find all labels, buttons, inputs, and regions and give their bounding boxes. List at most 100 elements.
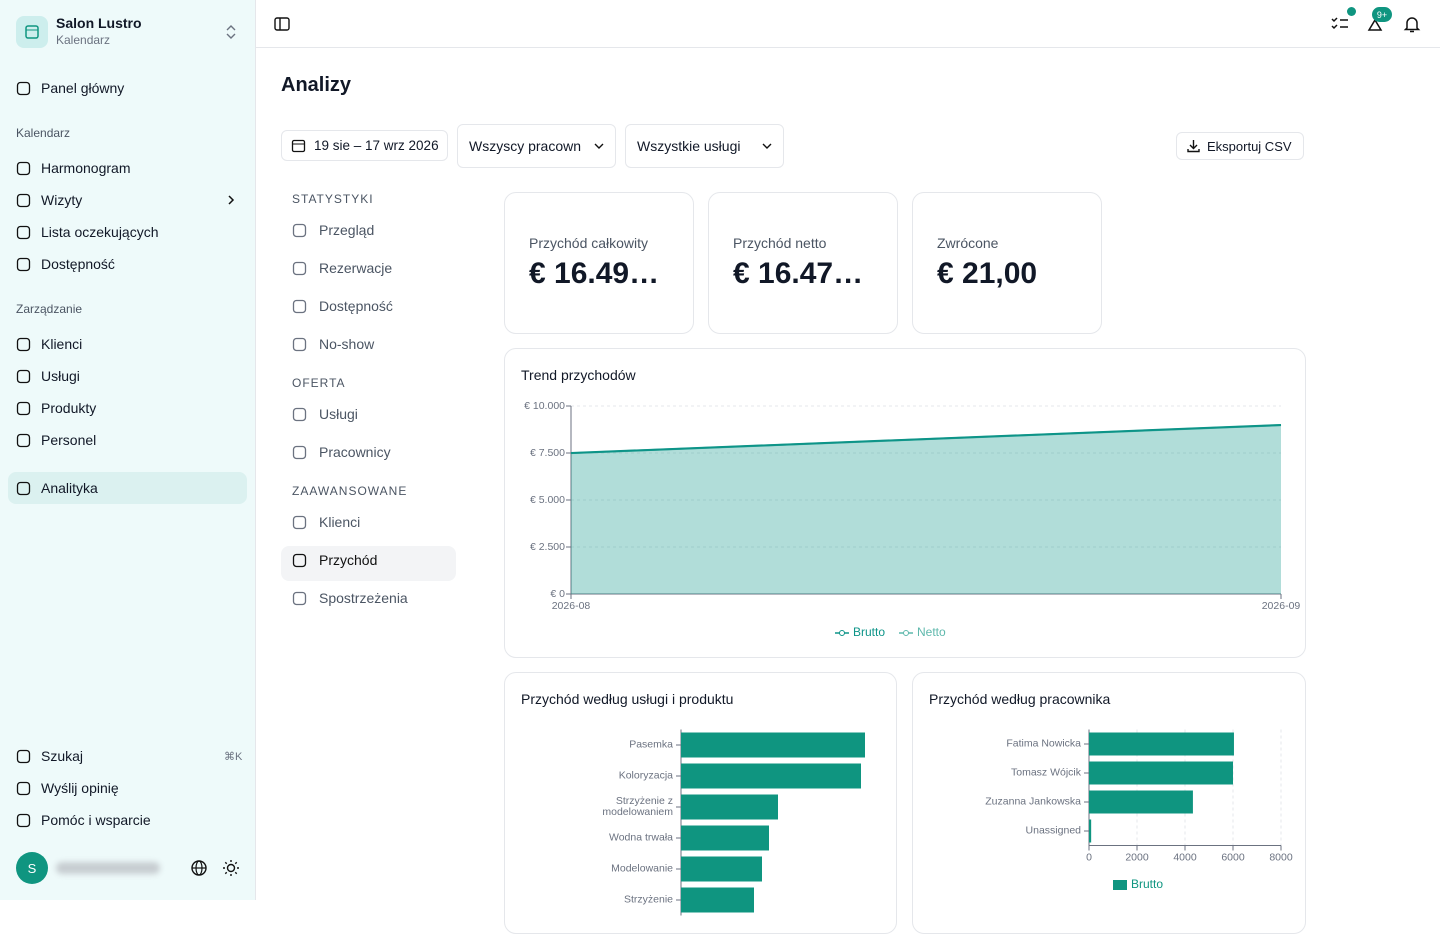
notifications-button[interactable] xyxy=(1402,14,1422,34)
nav-label: Personel xyxy=(41,432,97,448)
nav-item[interactable]: Panel główny xyxy=(16,78,124,98)
nav-section: Zarządzanie xyxy=(16,302,83,316)
org-logo xyxy=(16,16,48,48)
icon-shape xyxy=(292,407,307,421)
icon-shape xyxy=(292,223,307,237)
category-label: Strzyżenie xyxy=(623,893,673,906)
kpi-value: € 16.49… xyxy=(529,257,660,290)
chevron xyxy=(228,195,235,205)
icon xyxy=(16,401,31,415)
legend-label: Brutto xyxy=(853,625,885,639)
chart-card: € 0 € 2.500 € 5.000 € 7.500 € 10.000 2026-08 2… xyxy=(504,348,1306,658)
icon-shape xyxy=(292,591,307,605)
avatar[interactable]: S xyxy=(16,852,48,884)
nav-item[interactable]: Personel xyxy=(16,430,96,450)
x-tick-label: 8000 xyxy=(1269,851,1293,863)
nav-item[interactable]: Analityka xyxy=(16,478,98,498)
nav-item[interactable]: Rezerwacje xyxy=(292,258,392,278)
nav-item[interactable]: Klienci xyxy=(16,334,82,354)
y-tick-label: € 7.500 xyxy=(530,447,565,459)
theme-button[interactable] xyxy=(222,859,240,877)
icon-shape xyxy=(292,515,307,529)
x-tick-label: 2026-08 xyxy=(552,600,591,612)
kpi-card: Przychód całkowity € 16.49… xyxy=(504,192,694,334)
bar xyxy=(681,794,778,820)
icon xyxy=(292,337,307,351)
nav-item[interactable]: No-show xyxy=(292,334,374,354)
service-filter[interactable]: Wszystkie usługi xyxy=(625,124,784,168)
nav-item[interactable]: Klienci xyxy=(292,512,360,532)
nav-item[interactable]: Przegląd xyxy=(292,220,374,240)
nav-item[interactable]: Usługi xyxy=(292,404,358,424)
nav-item[interactable]: Wyślij opinię xyxy=(16,778,119,798)
nav-label: Klienci xyxy=(319,514,361,530)
nav-item[interactable]: Spostrzeżenia xyxy=(292,588,408,608)
service-filter-label: Wszystkie usługi xyxy=(637,138,741,154)
nav-label: Produkty xyxy=(41,400,97,416)
chevron xyxy=(594,143,604,149)
nav-item[interactable]: Usługi xyxy=(16,366,80,386)
nav-item[interactable]: Lista oczekujących xyxy=(16,222,159,242)
chevron-path xyxy=(228,195,235,205)
nav-label: Dostępność xyxy=(319,298,393,314)
kpi-card: Zwrócone € 21,00 xyxy=(912,192,1102,334)
nav-item[interactable]: Dostępność xyxy=(16,254,115,274)
nav-item[interactable]: Przychód xyxy=(292,550,377,570)
nav-label: No-show xyxy=(319,336,375,352)
tasks-button[interactable] xyxy=(1330,14,1350,34)
legend-swatch xyxy=(1113,880,1127,890)
icon-shape xyxy=(16,337,31,351)
icon-shape xyxy=(16,193,31,207)
icon-shape xyxy=(292,337,307,351)
bar xyxy=(1089,790,1193,814)
category-label: Modelowanie xyxy=(611,862,673,875)
subnav-section: ZAAWANSOWANE xyxy=(292,484,408,498)
nav-item[interactable]: Pomóc i wsparcie xyxy=(16,810,151,830)
y-tick-label: € 2.500 xyxy=(530,541,565,553)
nav-item[interactable]: Szukaj xyxy=(16,746,83,766)
sidebar: Salon Lustro Kalendarz Panel główny Kalen… xyxy=(0,0,256,900)
icon xyxy=(292,223,307,237)
icon-shape xyxy=(16,161,31,175)
icon-shape xyxy=(16,81,31,95)
date-range-button[interactable]: 19 sie – 17 wrz 2026 xyxy=(281,130,448,161)
nav-item[interactable]: Dostępność xyxy=(292,296,393,316)
icon-shape xyxy=(292,553,307,567)
icon xyxy=(16,257,31,271)
nav-item[interactable]: Produkty xyxy=(16,398,96,418)
nav-item[interactable]: Harmonogram xyxy=(16,158,130,178)
export-label: Eksportuj CSV xyxy=(1207,138,1292,154)
sidebar-toggle[interactable] xyxy=(274,16,290,32)
icon xyxy=(292,591,307,605)
org-name[interactable]: Salon Lustro xyxy=(56,15,142,31)
icon xyxy=(16,369,31,383)
y-tick-label: € 5.000 xyxy=(530,494,565,506)
org-switch[interactable] xyxy=(224,24,238,40)
icon xyxy=(16,781,31,795)
icon-shape xyxy=(16,781,31,795)
nav-item[interactable]: Wizyty xyxy=(16,190,82,210)
export-button[interactable]: Eksportuj CSV xyxy=(1176,132,1304,160)
subnav-section: OFERTA xyxy=(292,376,346,390)
staff-filter[interactable]: Wszyscy pracown xyxy=(457,124,616,168)
nav-label: Klienci xyxy=(41,336,83,352)
nav-label: Analityka xyxy=(41,480,98,496)
download-icon xyxy=(1187,140,1200,153)
nav-item[interactable]: Pracownicy xyxy=(292,442,391,462)
header: 9+ xyxy=(256,0,1440,48)
icon xyxy=(16,813,31,827)
announcements-button[interactable] xyxy=(1366,16,1386,36)
badge: 9+ xyxy=(1372,7,1392,22)
chevron xyxy=(762,143,772,149)
chart-title: Trend przychodów xyxy=(521,367,636,383)
icon xyxy=(292,299,307,313)
x-tick-label: 4000 xyxy=(1173,851,1197,863)
nav-label: Wyślij opinię xyxy=(41,780,119,796)
chart: € 0 € 2.500 € 5.000 € 7.500 € 10.000 2026-08 2… xyxy=(524,400,1300,639)
language-button[interactable] xyxy=(190,859,208,877)
kpi-value: € 21,00 xyxy=(937,257,1038,290)
icon-shape xyxy=(16,749,31,763)
org-sub: Kalendarz xyxy=(56,33,111,47)
x-tick-label: 0 xyxy=(1086,851,1092,863)
